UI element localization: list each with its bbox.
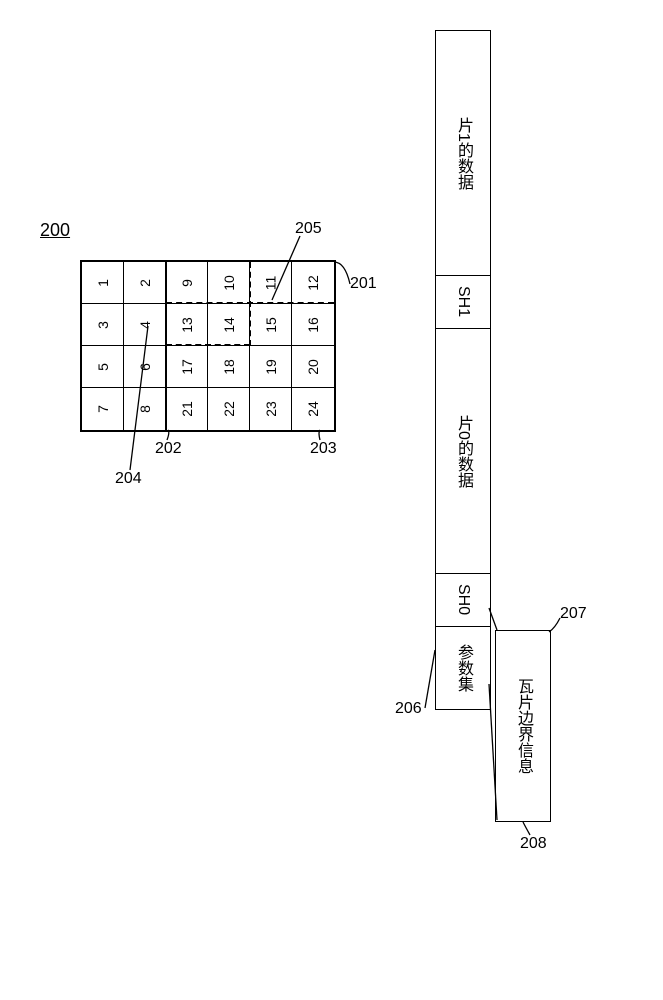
grid-cell-value: 15 [262, 317, 278, 333]
figure-number: 200 [40, 220, 70, 241]
grid-cell-value: 21 [178, 401, 194, 417]
grid-cell: 8 [124, 388, 166, 430]
grid-cell: 6 [124, 346, 166, 388]
grid-cell-value: 8 [136, 405, 152, 413]
grid-cell-value: 10 [220, 275, 236, 291]
grid-cell: 3 [82, 304, 124, 346]
grid-cell: 24 [292, 388, 334, 430]
grid-cell: 2 [124, 262, 166, 304]
grid-cell: 20 [292, 346, 334, 388]
grid-cell-value: 20 [305, 359, 321, 375]
grid-cell-value: 22 [220, 401, 236, 417]
stream-segment: SH1 [436, 275, 490, 328]
grid-cell: 14 [208, 304, 250, 346]
grid-cell-value: 6 [136, 363, 152, 371]
grid-cell-value: 12 [305, 275, 321, 291]
grid-cell: 13 [166, 304, 208, 346]
grid-cell-value: 13 [178, 317, 194, 333]
grid-cell: 10 [208, 262, 250, 304]
grid-cell: 1 [82, 262, 124, 304]
grid-cell: 22 [208, 388, 250, 430]
grid-cell: 9 [166, 262, 208, 304]
grid-cell-value: 17 [178, 359, 194, 375]
grid-cell: 19 [250, 346, 292, 388]
grid-cell-value: 3 [94, 321, 110, 329]
grid-cell-value: 5 [94, 363, 110, 371]
parameter-set-detail: 瓦片边界信息 [495, 630, 551, 822]
grid-cell: 5 [82, 346, 124, 388]
grid-cell-value: 4 [136, 321, 152, 329]
grid-cell-value: 18 [220, 359, 236, 375]
stream-segment: 参数集 [436, 626, 490, 709]
bitstream: 片1的数据SH1片0的数据SH0参数集 [435, 30, 491, 710]
grid-cell: 4 [124, 304, 166, 346]
grid-cell-value: 2 [136, 279, 152, 287]
grid-cell: 16 [292, 304, 334, 346]
dash-boundary-h-lower [166, 344, 250, 346]
grid-cell: 23 [250, 388, 292, 430]
label-206: 206 [395, 700, 422, 718]
grid-cell: 18 [208, 346, 250, 388]
grid-cell-value: 1 [94, 279, 110, 287]
grid-cell-value: 24 [305, 401, 321, 417]
grid-cell-value: 16 [305, 317, 321, 333]
stream-segment: SH0 [436, 573, 490, 626]
label-204: 204 [115, 470, 142, 488]
grid-cell-value: 23 [262, 401, 278, 417]
tile-grid: 129101112341314151656171819207821222324 [80, 260, 336, 432]
grid-cell-value: 19 [262, 359, 278, 375]
label-207: 207 [560, 605, 587, 623]
grid-cell-value: 7 [94, 405, 110, 413]
grid-cell-value: 9 [178, 279, 194, 287]
grid-cell: 15 [250, 304, 292, 346]
stream-segment: 片0的数据 [436, 328, 490, 573]
leader-lines [0, 0, 663, 1000]
label-208: 208 [520, 835, 547, 853]
stream-segment: 片1的数据 [436, 31, 490, 275]
grid-cell-value: 14 [220, 317, 236, 333]
grid-cell: 12 [292, 262, 334, 304]
detail-label: 瓦片边界信息 [511, 678, 535, 774]
label-201: 201 [350, 275, 377, 293]
dash-boundary-v [249, 262, 251, 346]
label-205: 205 [295, 220, 322, 238]
grid-cell: 11 [250, 262, 292, 304]
grid-cell: 17 [166, 346, 208, 388]
grid-cell: 7 [82, 388, 124, 430]
label-203: 203 [310, 440, 337, 458]
grid-cell-value: 11 [262, 275, 278, 290]
grid-cell: 21 [166, 388, 208, 430]
label-202: 202 [155, 440, 182, 458]
